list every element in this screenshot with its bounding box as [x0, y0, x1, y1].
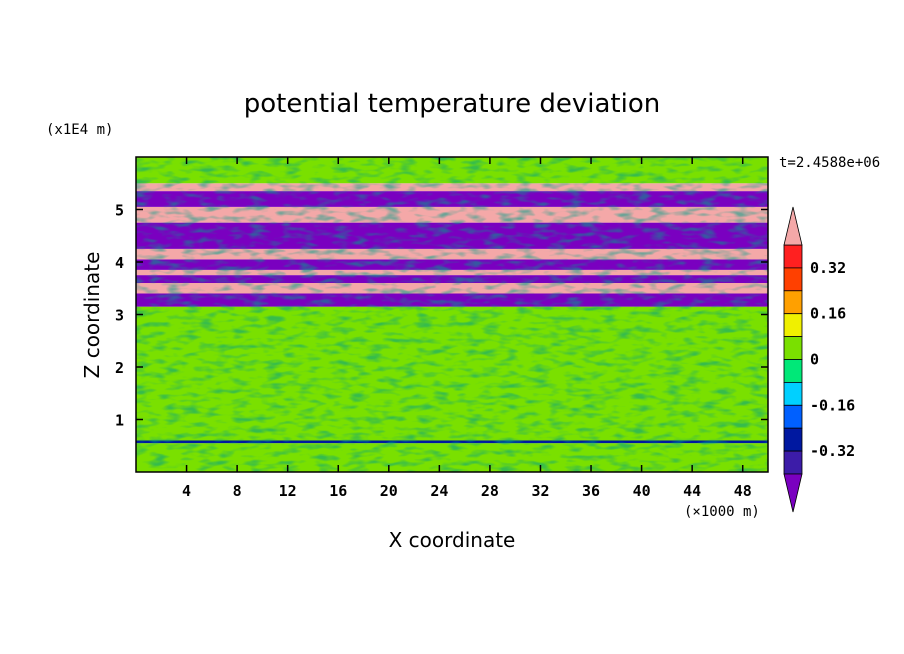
y-axis-label: Z coordinate	[80, 252, 104, 379]
x-tick-label: 4	[182, 482, 191, 500]
colorbar-tick-label: 0	[810, 351, 819, 369]
y-tick-label: 4	[115, 254, 124, 272]
y-tick-label: 2	[115, 359, 124, 377]
colorbar-swatch	[783, 336, 803, 360]
x-axis-label: X coordinate	[389, 528, 516, 552]
colorbar-swatch	[783, 359, 803, 383]
y-tick-label: 1	[115, 412, 124, 430]
colorbar-swatch	[783, 313, 803, 338]
x-tick-label: 32	[531, 482, 549, 500]
time-label: t=2.4588e+06	[779, 155, 880, 171]
y-tick-label: 3	[115, 307, 124, 325]
x-tick-label: 12	[279, 482, 297, 500]
colorbar: 0.32 0.16 0 -0.16 -0.32	[783, 206, 855, 513]
x-tick-label: 16	[329, 482, 347, 500]
x-tick-label: 8	[233, 482, 242, 500]
contour-texture	[136, 157, 768, 472]
colorbar-swatch	[783, 290, 803, 315]
x-tick-label: 44	[683, 482, 701, 500]
x-tick-label: 28	[481, 482, 499, 500]
x-tick-label: 24	[430, 482, 448, 500]
colorbar-tick-label: 0.16	[810, 305, 846, 323]
x-tick-label: 40	[633, 482, 651, 500]
colorbar-min-arrow	[783, 473, 803, 513]
x-axis: 4 8 12 16 20 24 28 32 36 40 44 48	[182, 157, 752, 500]
x-tick-label: 20	[380, 482, 398, 500]
y-tick-label: 5	[115, 202, 124, 220]
colorbar-tick-label: 0.32	[810, 259, 846, 277]
colorbar-tick-label: -0.32	[810, 442, 855, 460]
colorbar-swatch	[783, 404, 803, 429]
colorbar-swatch	[783, 381, 803, 406]
y-axis: 1 2 3 4 5	[115, 202, 768, 430]
colorbar-swatch	[783, 244, 803, 269]
x-tick-label: 48	[734, 482, 752, 500]
chart-title: potential temperature deviation	[244, 89, 660, 119]
y-unit-label: (x1E4 m)	[46, 122, 113, 138]
colorbar-swatch	[783, 450, 803, 475]
colorbar-tick-label: -0.16	[810, 396, 855, 414]
colorbar-swatch	[783, 267, 803, 292]
colorbar-max-arrow	[783, 206, 803, 246]
x-unit-label: (×1000 m)	[684, 504, 760, 520]
colorbar-swatch	[783, 427, 803, 452]
x-tick-label: 36	[582, 482, 600, 500]
